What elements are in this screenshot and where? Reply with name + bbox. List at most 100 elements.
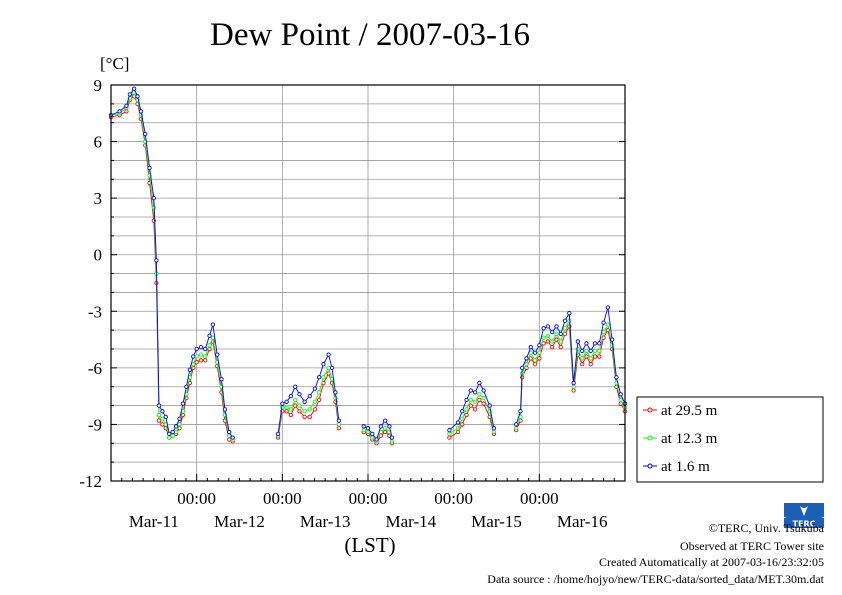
data-point bbox=[601, 320, 606, 325]
data-point bbox=[194, 354, 199, 359]
data-point bbox=[151, 195, 156, 201]
data-point bbox=[571, 388, 576, 393]
data-point bbox=[215, 352, 220, 357]
data-point bbox=[312, 399, 318, 404]
series-line bbox=[449, 393, 495, 435]
data-point bbox=[284, 409, 289, 414]
data-point bbox=[361, 427, 366, 433]
legend-marker bbox=[647, 407, 653, 413]
chart-title: Dew Point / 2007-03-16 bbox=[210, 17, 530, 53]
data-point bbox=[227, 429, 232, 435]
data-point bbox=[554, 331, 559, 337]
data-point bbox=[610, 337, 615, 342]
data-point bbox=[227, 437, 232, 442]
data-point bbox=[618, 397, 623, 403]
data-point bbox=[472, 399, 478, 404]
data-point bbox=[597, 348, 602, 354]
data-point bbox=[545, 333, 551, 338]
data-point bbox=[575, 339, 581, 344]
data-point bbox=[455, 429, 461, 435]
data-point bbox=[138, 109, 144, 114]
data-point bbox=[297, 409, 302, 414]
y-tick-label: 9 bbox=[94, 76, 103, 95]
x-time-label: 00:00 bbox=[177, 489, 216, 508]
data-point bbox=[468, 403, 473, 408]
data-point bbox=[571, 384, 576, 389]
data-point bbox=[293, 403, 298, 408]
y-tick-label: 0 bbox=[94, 246, 103, 265]
data-point bbox=[558, 339, 563, 344]
data-point bbox=[194, 360, 199, 365]
data-point bbox=[580, 361, 585, 367]
data-point bbox=[370, 435, 375, 440]
x-time-label: 00:00 bbox=[520, 489, 559, 508]
data-point bbox=[382, 426, 388, 431]
data-point bbox=[147, 165, 152, 171]
data-point bbox=[336, 422, 342, 427]
logo-drop-icon bbox=[800, 506, 808, 516]
data-point bbox=[614, 375, 619, 380]
data-point bbox=[210, 335, 216, 340]
data-point bbox=[184, 384, 189, 389]
axis-ticks: 9 6 3 0 -3 -6 -9 -12 00:00 00:00 00:00 00:00 00:00 Ma… bbox=[79, 76, 626, 531]
data-point bbox=[584, 341, 589, 346]
data-point bbox=[460, 416, 465, 421]
data-point bbox=[464, 412, 469, 418]
data-point bbox=[460, 422, 465, 427]
data-point bbox=[455, 426, 461, 431]
data-point bbox=[191, 361, 196, 367]
y-tick-label: 6 bbox=[94, 133, 103, 152]
data-point bbox=[477, 380, 482, 386]
data-point bbox=[307, 407, 312, 412]
data-point bbox=[389, 435, 395, 440]
data-point bbox=[528, 344, 533, 350]
data-point bbox=[293, 384, 298, 389]
y-tick-label: 3 bbox=[94, 189, 103, 208]
x-time-label: 00:00 bbox=[349, 489, 388, 508]
data-point bbox=[618, 392, 623, 397]
data-point bbox=[541, 335, 546, 340]
legend-box bbox=[636, 396, 824, 483]
data-point bbox=[302, 414, 307, 420]
x-time-label: 00:00 bbox=[263, 489, 302, 508]
data-point bbox=[550, 329, 555, 335]
data-point bbox=[382, 418, 388, 423]
data-point bbox=[280, 401, 285, 406]
credit-source: Data source : /home/hojyo/new/TERC-data/… bbox=[487, 572, 824, 586]
data-point bbox=[601, 329, 606, 335]
legend-marker bbox=[647, 435, 653, 441]
data-point bbox=[307, 393, 312, 399]
data-point bbox=[605, 305, 611, 310]
data-point bbox=[592, 354, 598, 359]
data-point bbox=[537, 350, 542, 355]
legend-label: at 12.3 m bbox=[661, 431, 718, 447]
data-point bbox=[472, 390, 478, 395]
data-point bbox=[180, 401, 186, 406]
y-tick-label: -6 bbox=[88, 359, 102, 378]
data-point bbox=[207, 333, 212, 338]
y-tick-label: -9 bbox=[88, 415, 102, 434]
data-point bbox=[562, 318, 568, 323]
legend-label: at 1.6 m bbox=[661, 459, 710, 475]
grid-lines bbox=[111, 85, 625, 481]
data-point bbox=[592, 341, 598, 346]
data-point bbox=[156, 403, 162, 408]
terc-logo: TERC bbox=[784, 503, 824, 529]
data-point bbox=[177, 422, 182, 427]
data-point bbox=[156, 412, 162, 418]
data-point bbox=[187, 367, 192, 372]
data-point bbox=[447, 435, 452, 440]
data-point bbox=[163, 414, 168, 420]
credit-created: Created Automatically at 2007-03-16/23:3… bbox=[599, 555, 824, 569]
data-point bbox=[198, 358, 204, 363]
data-point bbox=[524, 361, 529, 367]
data-point bbox=[472, 407, 478, 412]
data-point bbox=[528, 350, 533, 355]
data-point bbox=[317, 390, 322, 395]
data-point bbox=[173, 424, 179, 429]
series-line bbox=[110, 87, 233, 438]
data-point bbox=[154, 258, 159, 263]
data-point bbox=[487, 403, 492, 408]
data-point bbox=[545, 324, 551, 329]
